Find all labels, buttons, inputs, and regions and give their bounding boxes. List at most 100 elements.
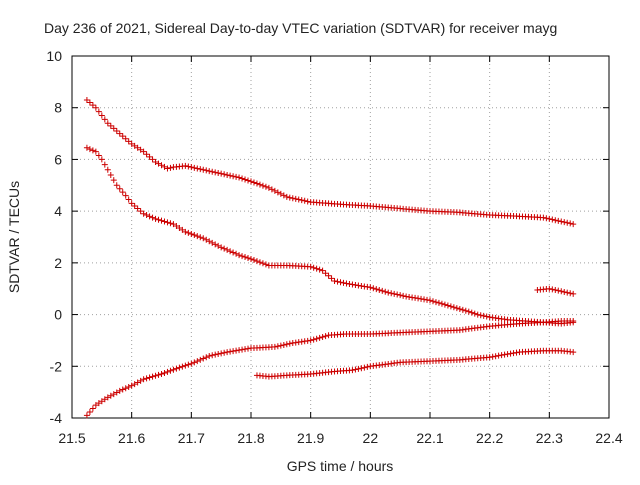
data-point [86,99,93,106]
data-point [182,362,189,369]
data-point [498,352,505,359]
data-point [483,313,490,320]
data-point [89,147,96,154]
data-point [438,300,445,307]
data-point [83,144,90,151]
data-point [89,102,96,109]
data-point [570,221,577,228]
data-point [233,173,240,180]
data-point [98,156,105,163]
data-point [203,236,210,243]
data-point [239,175,246,182]
data-point [161,369,168,376]
data-point [200,166,207,173]
data-point [456,305,463,312]
data-point [167,164,174,171]
data-point [185,361,192,368]
data-point [242,254,249,261]
data-point [167,220,174,227]
data-point [212,241,219,248]
data-series [83,96,577,419]
data-point [122,135,129,142]
plot-frame [71,55,610,419]
data-point [319,333,326,340]
data-point [397,292,404,299]
data-point [206,352,213,359]
data-point [155,371,162,378]
y-tick-label: -2 [50,358,63,374]
data-point [152,372,159,379]
data-point [146,213,153,220]
data-point [197,356,204,363]
data-point [209,239,216,246]
data-point [340,279,347,286]
data-point [104,166,111,173]
data-point [564,289,571,296]
x-tick-label: 22.4 [595,430,622,446]
data-point [233,250,240,257]
data-point [218,170,225,177]
data-point [122,385,129,392]
data-point [143,375,150,382]
data-point [176,364,183,371]
data-point [304,198,311,205]
data-point [104,120,111,127]
data-point [191,232,198,239]
data-point [567,290,574,297]
data-point [310,336,317,343]
data-point [98,112,105,119]
data-point [334,278,341,285]
data-point [107,122,114,129]
data-point [504,351,511,358]
data-point [313,335,320,342]
data-point [561,219,568,226]
data-point [206,238,213,245]
x-axis-label: GPS time / hours [287,458,394,474]
data-point [570,290,577,297]
series-track-c [83,319,577,419]
y-tick-label: 2 [54,255,62,271]
data-point [191,164,198,171]
data-point [250,257,257,264]
data-point [292,195,299,202]
data-point [367,284,374,291]
data-point [322,333,329,340]
data-point [194,358,201,365]
data-point [164,219,171,226]
data-point [227,172,234,179]
data-point [570,319,577,326]
data-point [382,288,389,295]
data-point [92,104,99,111]
data-point [480,312,487,319]
data-point [352,366,359,373]
data-point [236,252,243,259]
data-point [441,301,448,308]
data-point [540,214,547,221]
data-point [301,197,308,204]
data-point [203,354,210,361]
data-point [164,165,171,172]
data-point [295,196,302,203]
data-point [149,156,156,163]
data-point [188,360,195,367]
data-point [113,182,120,189]
data-point [250,179,257,186]
data-point [146,153,153,160]
series-track-a [83,96,577,228]
data-point [230,249,237,256]
data-point [170,366,177,373]
data-point [116,130,123,137]
y-tick-label: 0 [54,307,62,323]
data-point [280,341,287,348]
data-point [167,367,174,374]
x-tick-label: 22.1 [416,430,443,446]
data-point [277,190,284,197]
x-tick-label: 21.5 [58,430,85,446]
data-point [119,386,126,393]
data-point [543,215,550,222]
data-point [549,286,556,293]
data-point [212,351,219,358]
data-point [310,264,317,271]
data-point [274,343,281,350]
data-point [230,173,237,180]
